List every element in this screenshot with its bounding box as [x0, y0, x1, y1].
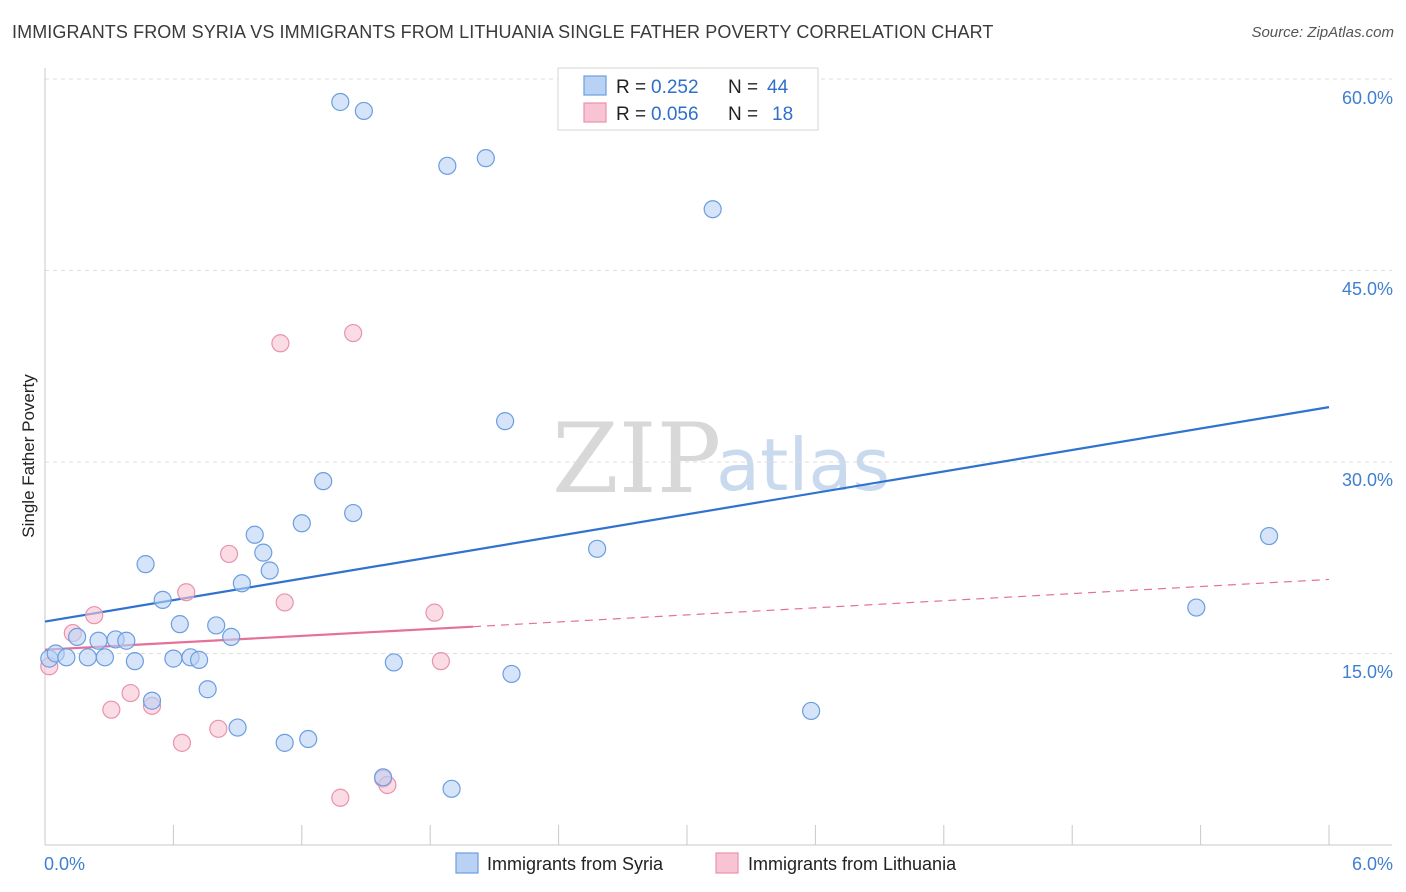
y-tick-label-30: 30.0%	[1342, 470, 1393, 490]
syria-point-4	[78, 648, 97, 667]
syria-point-38	[502, 664, 521, 684]
legend-lithuania-r-label: R =	[616, 104, 646, 125]
syria-point-30	[344, 503, 363, 523]
chart-title: IMMIGRANTS FROM SYRIA VS IMMIGRANTS FROM…	[12, 22, 994, 42]
syria-point-5	[89, 631, 108, 650]
syria-point-8	[117, 631, 136, 650]
y-axis-title: Single Father Poverty	[19, 374, 38, 538]
bottom-legend-syria-swatch	[455, 852, 479, 874]
gridlines	[45, 78, 1392, 654]
legend-lithuania-swatch	[583, 102, 607, 123]
lithuania-point-3	[102, 700, 121, 719]
syria-point-33	[384, 653, 403, 672]
syria-point-34	[438, 156, 457, 175]
syria-point-28	[314, 472, 333, 491]
syria-point-24	[260, 561, 279, 580]
lithuania-point-9	[219, 544, 239, 564]
bottom-legend-lithuania-swatch	[715, 852, 739, 874]
legend-syria-r-label: R =	[616, 77, 646, 98]
lithuania-point-2	[85, 606, 104, 625]
y-tick-label-60: 60.0%	[1342, 88, 1393, 108]
bottom-legend-lithuania-label: Immigrants from Lithuania	[748, 854, 957, 874]
syria-point-16	[189, 650, 209, 669]
syria-point-6	[95, 648, 115, 667]
lithuania-point-12	[331, 788, 350, 807]
syria-point-20	[228, 718, 247, 737]
syria-point-40	[703, 200, 722, 219]
syria-point-36	[476, 149, 495, 168]
syria-point-41	[802, 701, 821, 721]
y-tick-label-45: 45.0%	[1342, 279, 1393, 299]
lithuania-point-10	[271, 334, 290, 353]
lithuania-point-4	[121, 683, 140, 703]
syria-point-12	[153, 590, 172, 609]
x-tick-label-min: 0.0%	[44, 854, 85, 874]
lithuania-point-17	[431, 652, 450, 671]
syria-point-43	[1259, 526, 1279, 546]
bottom-legend-syria-label: Immigrants from Syria	[487, 854, 664, 874]
syria-point-23	[254, 543, 273, 562]
lithuania-trend-extension	[472, 578, 1330, 628]
legend-syria-n-value: 44	[767, 77, 789, 98]
lithuania-point-8	[209, 719, 228, 738]
syria-point-42	[1187, 598, 1206, 617]
syria-point-31	[354, 101, 373, 121]
lithuania-point-13	[344, 323, 363, 343]
lithuania-point-7	[177, 583, 196, 602]
syria-point-39	[588, 539, 607, 558]
syria-point-10	[136, 555, 155, 574]
syria-point-22	[245, 525, 264, 544]
syria-point-27	[299, 729, 318, 749]
syria-points	[40, 92, 1279, 798]
legend-syria-n-label: N =	[728, 77, 758, 98]
legend-box: R = 0.252 N = 44 R = 0.056 N = 18	[557, 67, 819, 131]
syria-point-21	[232, 574, 251, 593]
x-ticks	[44, 825, 1330, 845]
lithuania-point-16	[425, 603, 444, 622]
bottom-legend: Immigrants from Syria Immigrants from Li…	[455, 852, 957, 874]
syria-point-32	[374, 768, 393, 787]
syria-point-25	[275, 733, 294, 752]
legend-lithuania-n-value: 18	[772, 104, 793, 125]
legend-lithuania-n-label: N =	[728, 104, 758, 125]
syria-point-13	[164, 649, 183, 668]
legend-syria-r-value: 0.252	[651, 77, 699, 98]
syria-point-11	[142, 691, 162, 710]
watermark-atlas: atlas	[716, 423, 890, 507]
syria-point-19	[222, 627, 241, 647]
syria-point-35	[442, 779, 461, 798]
syria-point-17	[198, 680, 217, 699]
syria-point-18	[207, 616, 226, 635]
legend-lithuania-r-value: 0.056	[651, 104, 699, 125]
watermark-zip: ZIP	[552, 403, 721, 515]
lithuania-points	[40, 323, 450, 807]
syria-point-26	[292, 514, 311, 533]
x-tick-label-max: 6.0%	[1352, 854, 1393, 874]
syria-point-2	[57, 648, 76, 667]
syria-point-14	[170, 615, 189, 634]
y-tick-labels: 60.0% 45.0% 30.0% 15.0%	[1342, 88, 1393, 682]
lithuania-point-6	[172, 733, 192, 752]
legend-syria-swatch	[583, 75, 607, 96]
syria-trend-line	[44, 406, 1330, 623]
chart-source: Source: ZipAtlas.com	[1251, 24, 1394, 41]
syria-point-3	[67, 627, 87, 647]
lithuania-point-11	[275, 593, 294, 612]
y-tick-label-15: 15.0%	[1342, 662, 1393, 682]
syria-point-37	[496, 412, 515, 431]
syria-point-9	[125, 652, 144, 671]
syria-point-29	[331, 92, 350, 112]
